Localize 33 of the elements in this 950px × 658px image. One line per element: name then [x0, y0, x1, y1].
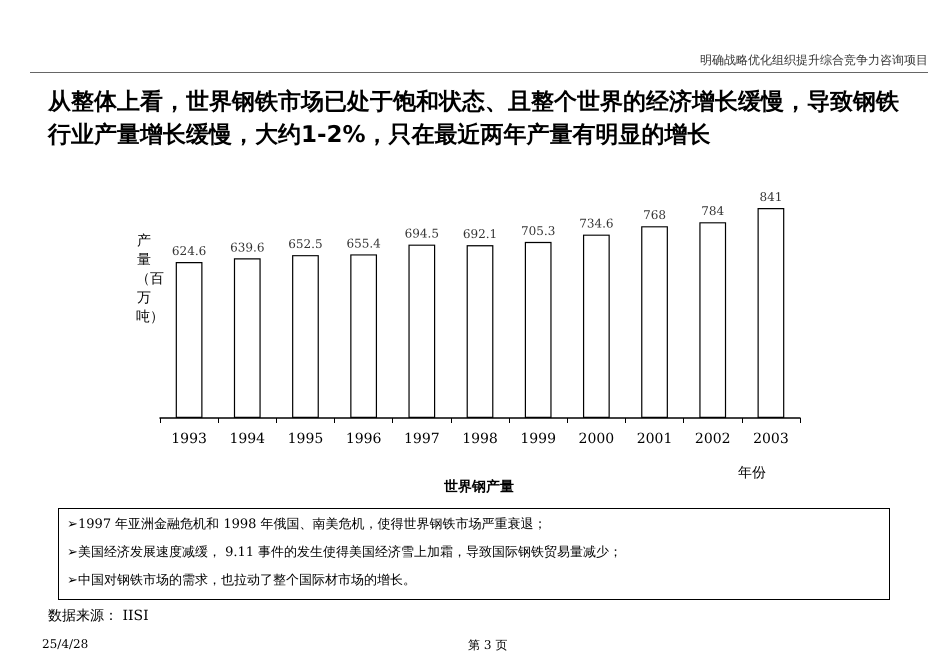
data-label: 784 [701, 204, 725, 218]
text: 世界钢产量 [444, 478, 514, 496]
y-axis-title: 产量（百万吨） [136, 232, 164, 327]
x-tick-label: 1993 [171, 431, 207, 447]
x-axis-title: 年份 [738, 464, 766, 482]
source-note: 数据来源： IISI [48, 607, 149, 625]
data-label: 734.6 [579, 216, 614, 231]
data-label: 694.5 [404, 226, 439, 241]
data-label: 841 [759, 190, 782, 204]
x-tick-label: 1998 [462, 431, 498, 447]
x-tick-label: 2002 [694, 431, 731, 447]
data-label: 705.3 [521, 224, 556, 238]
data-label: 639.6 [230, 240, 264, 254]
text: 明确战略优化组织提升综合竞争力咨询项目 [700, 52, 928, 69]
data-label: 624.6 [172, 244, 206, 258]
text: 25/4/28 [42, 637, 88, 651]
text: ➢1997 年亚洲金融危机和 1998 年俄国、南美危机，使得世界钢铁市场严重衰退； [67, 516, 548, 534]
x-tick-label: 1997 [404, 431, 440, 447]
x-tick-label: 1994 [229, 431, 266, 447]
x-tick-label: 1995 [288, 431, 324, 447]
x-tick-label: 1999 [520, 431, 556, 447]
chart-title: 从整体上看，世界钢铁市场已处于饱和状态、且整个世界的经济增长缓慢，导致钢铁行业产量增长缓慢，大约1-2%，只在最近两年产量有明显的增长 [48, 88, 900, 150]
x-tick-label: 2000 [578, 431, 614, 447]
x-tick-label: 1996 [346, 431, 382, 447]
x-tick-label: 2003 [753, 431, 789, 447]
data-label: 652.5 [288, 237, 323, 252]
x-tick-label: 2001 [636, 431, 672, 447]
data-label: 692.1 [462, 227, 498, 242]
text: ➢中国对钢铁市场的需求，也拉动了整个国际材市场的增长。 [67, 572, 417, 590]
data-label: 768 [643, 208, 666, 222]
data-label: 655.4 [346, 236, 382, 250]
text: ➢美国经济发展速度减缓， 9.11 事件的发生使得美国经济雪上加霜，导致国际钢铁贸易量减少； [67, 544, 624, 562]
text: 第 3 页 [468, 637, 508, 654]
